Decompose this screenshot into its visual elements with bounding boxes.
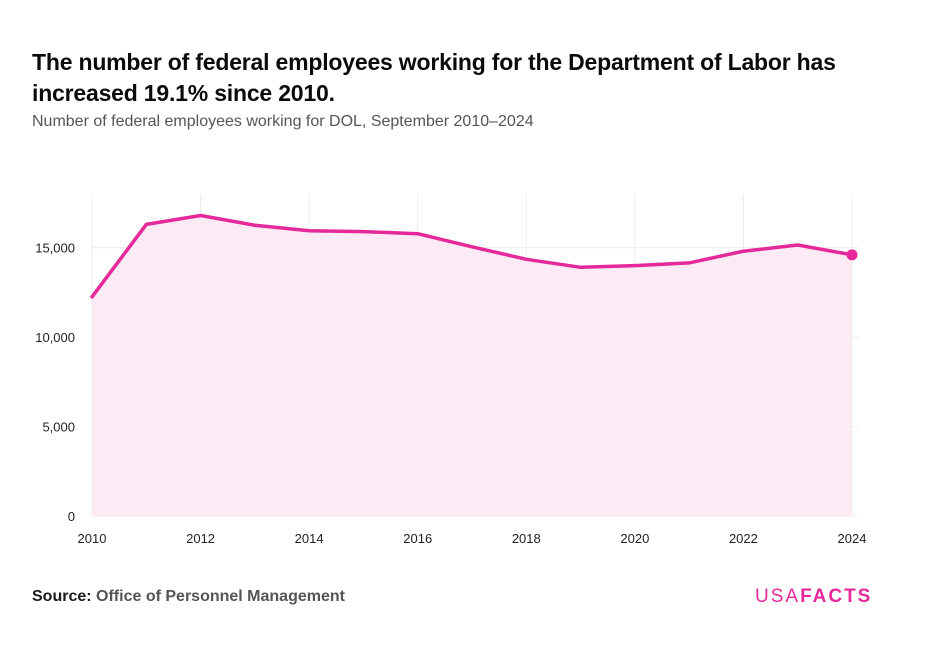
x-tick-label: 2016 — [403, 531, 432, 546]
x-tick-label: 2022 — [729, 531, 758, 546]
x-tick-label: 2014 — [295, 531, 324, 546]
x-tick-label: 2010 — [78, 531, 107, 546]
x-tick-label: 2020 — [620, 531, 649, 546]
source-note: Source: Office of Personnel Management — [32, 588, 345, 606]
area-fill — [92, 215, 852, 516]
y-tick-label: 10,000 — [35, 330, 75, 345]
logo-bold-text: FACTS — [800, 586, 873, 607]
last-point-marker — [846, 249, 858, 261]
chart-subtitle: Number of federal employees working for … — [32, 113, 534, 130]
y-tick-label: 5,000 — [42, 420, 75, 435]
y-axis-ticks: 0 5,000 10,000 15,000 — [35, 241, 75, 524]
source-name: Office of Personnel Management — [96, 588, 345, 605]
x-tick-label: 2024 — [838, 531, 867, 546]
usafacts-logo: USAFACTS — [755, 586, 872, 608]
logo-light-text: USA — [755, 586, 801, 607]
series-line — [90, 213, 854, 299]
source-label: Source: — [32, 588, 92, 605]
x-tick-label: 2018 — [512, 531, 541, 546]
x-axis-ticks: 2010 2012 2014 2016 2018 2020 2022 2024 — [78, 531, 867, 546]
chart-title: The number of federal employees working … — [32, 49, 836, 106]
x-tick-label: 2012 — [186, 531, 215, 546]
y-tick-label: 15,000 — [35, 241, 75, 256]
y-tick-label: 0 — [68, 509, 75, 524]
